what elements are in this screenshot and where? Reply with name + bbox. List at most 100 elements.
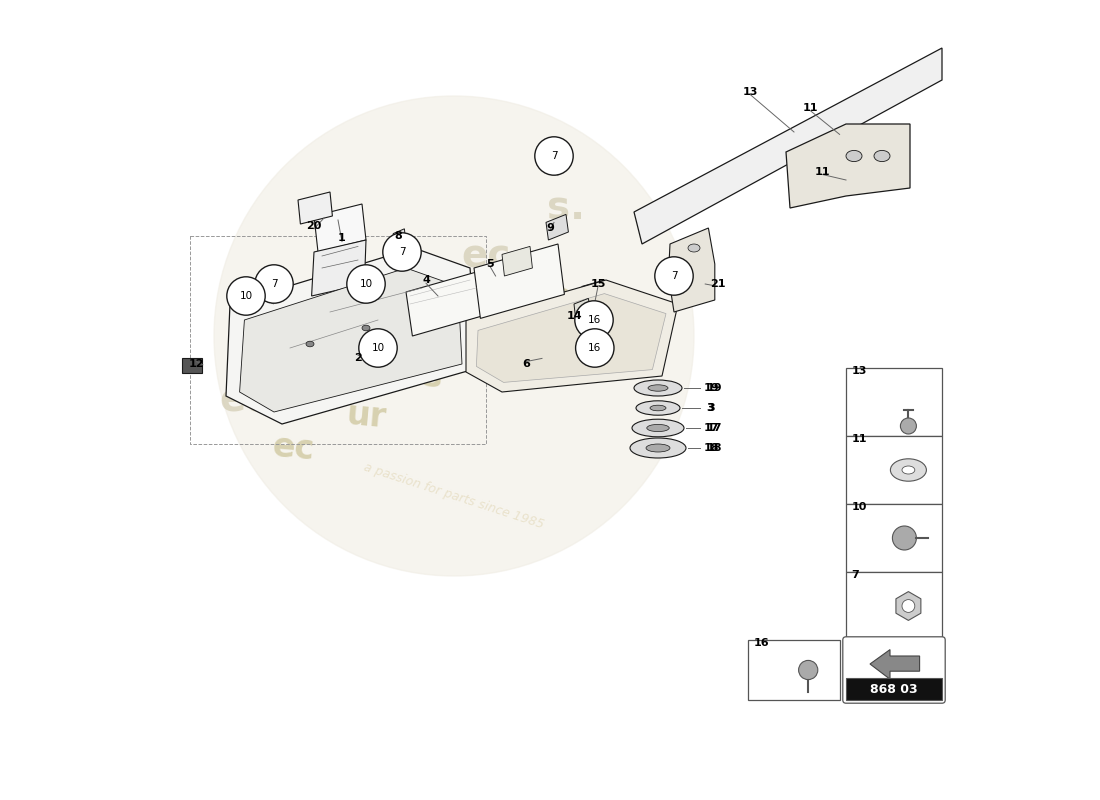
Text: sp: sp [381,285,431,323]
Circle shape [902,600,915,613]
Text: 7: 7 [551,151,558,161]
Polygon shape [895,591,921,621]
Polygon shape [406,272,482,336]
Text: 13: 13 [851,366,867,376]
Polygon shape [546,214,569,240]
Polygon shape [240,268,462,412]
Text: 14: 14 [566,311,582,321]
Text: 6: 6 [522,359,530,369]
Ellipse shape [630,438,686,458]
Circle shape [383,233,421,271]
Text: 16: 16 [754,638,770,648]
FancyBboxPatch shape [846,436,942,504]
Text: 7: 7 [271,279,277,289]
Ellipse shape [362,325,370,331]
Text: 7: 7 [851,570,859,580]
Polygon shape [226,248,478,424]
Text: 20: 20 [306,222,321,231]
Circle shape [227,277,265,315]
Text: 1: 1 [338,234,345,243]
Ellipse shape [648,385,668,391]
Text: 3: 3 [707,403,714,413]
FancyBboxPatch shape [182,358,202,373]
Polygon shape [393,229,406,249]
Ellipse shape [874,150,890,162]
Text: 3: 3 [707,403,715,413]
Text: 19: 19 [704,383,719,393]
Text: 9: 9 [546,223,554,233]
Text: 2: 2 [354,354,362,363]
Polygon shape [786,124,910,208]
Circle shape [901,418,916,434]
Polygon shape [634,48,942,244]
Ellipse shape [650,405,666,411]
Text: 13: 13 [742,87,758,97]
Text: 12: 12 [189,359,205,369]
Ellipse shape [636,401,680,415]
FancyBboxPatch shape [846,678,942,700]
Text: 15: 15 [591,279,606,289]
FancyBboxPatch shape [846,504,942,572]
Text: a passion for parts since 1985: a passion for parts since 1985 [362,461,546,531]
Text: 10: 10 [360,279,373,289]
Ellipse shape [634,380,682,396]
Circle shape [359,329,397,367]
Ellipse shape [647,424,669,432]
Text: 4: 4 [422,275,430,285]
Text: ur: ur [344,398,387,434]
FancyBboxPatch shape [843,637,945,703]
Ellipse shape [846,150,862,162]
Text: ec: ec [461,237,510,275]
Text: cs: cs [529,278,571,314]
Polygon shape [298,192,332,224]
Text: 18: 18 [707,443,723,453]
Ellipse shape [306,341,313,347]
Circle shape [214,96,694,576]
Text: 11: 11 [802,103,817,113]
Text: ec: ec [272,430,317,466]
Text: 10: 10 [372,343,385,353]
Text: pe: pe [461,318,510,354]
Ellipse shape [890,458,926,481]
Text: ro: ro [304,333,349,371]
Text: 11: 11 [814,167,829,177]
Text: 7: 7 [671,271,678,281]
Polygon shape [314,204,366,252]
Circle shape [575,301,613,339]
Text: os: os [399,358,444,394]
Text: 10: 10 [851,502,867,512]
Text: 16: 16 [587,315,601,325]
Text: 7: 7 [398,247,405,257]
Text: 21: 21 [711,279,726,289]
Text: 5: 5 [486,259,494,269]
Text: 17: 17 [704,423,719,433]
Polygon shape [574,298,592,326]
Text: 11: 11 [851,434,867,444]
FancyBboxPatch shape [748,640,840,700]
Circle shape [346,265,385,303]
Text: 8: 8 [394,231,402,241]
Text: eu: eu [219,381,273,419]
Polygon shape [669,228,715,312]
Circle shape [892,526,916,550]
Text: 18: 18 [704,443,719,453]
Circle shape [654,257,693,295]
Text: 868 03: 868 03 [870,683,917,696]
Circle shape [255,265,294,303]
Polygon shape [870,650,920,679]
Polygon shape [474,244,564,318]
Text: 10: 10 [240,291,253,301]
Circle shape [535,137,573,175]
Text: 17: 17 [707,423,723,433]
Ellipse shape [632,419,684,437]
Circle shape [799,661,817,679]
FancyBboxPatch shape [846,368,942,436]
Text: 16: 16 [588,343,602,353]
Ellipse shape [902,466,915,474]
Ellipse shape [646,444,670,452]
Polygon shape [502,246,532,276]
Polygon shape [466,280,678,392]
Text: 19: 19 [707,383,723,393]
Text: s.: s. [547,189,585,227]
Polygon shape [311,240,366,296]
